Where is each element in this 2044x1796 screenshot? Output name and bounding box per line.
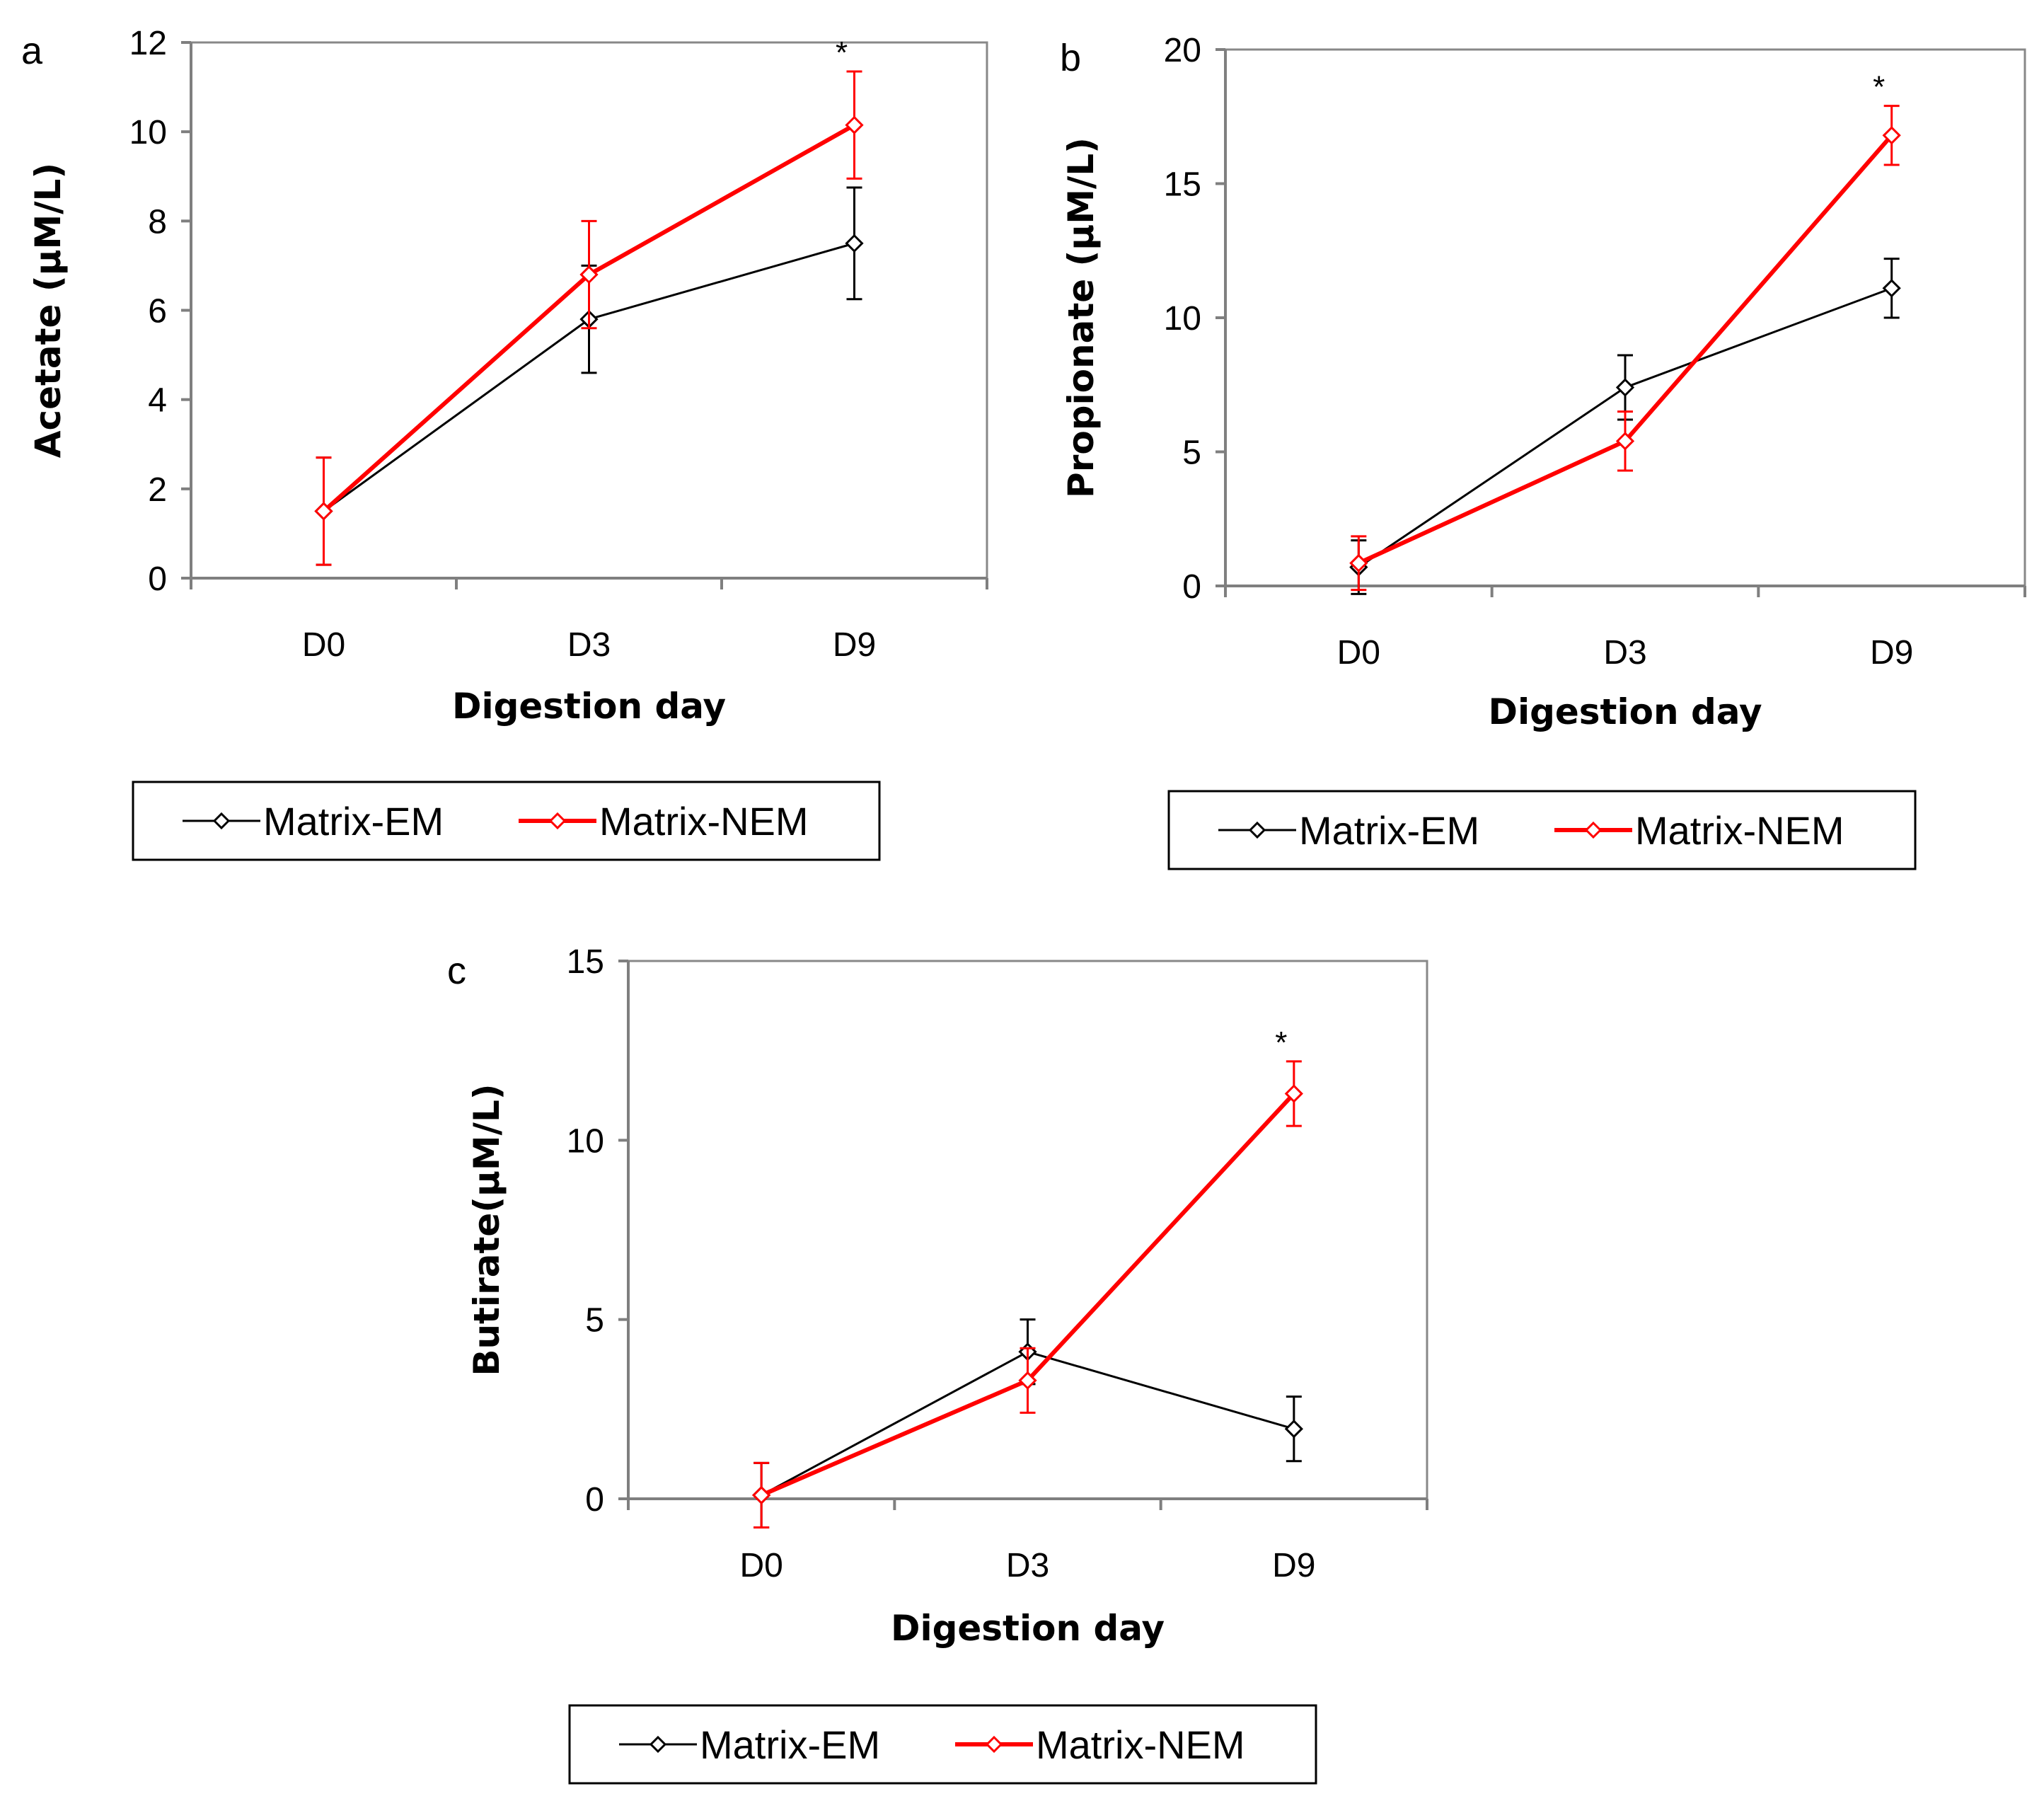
y-tick-label: 5 [585, 1302, 604, 1340]
legend: Matrix-EM Matrix-NEM [132, 781, 881, 861]
x-tick-label: D0 [739, 1547, 783, 1584]
legend-marker [985, 1735, 1003, 1754]
data-point-marker [1615, 432, 1635, 451]
x-tick-label: D9 [1870, 634, 1913, 672]
y-tick-label: 20 [1164, 32, 1201, 69]
x-tick-label: D9 [833, 626, 876, 664]
chart-panel-b: 0 5 10 15 20 D0 D3 D9 Digestion day Propionate (µ… [1060, 32, 2026, 870]
series-line [760, 1092, 1296, 1497]
legend-marker [212, 812, 231, 830]
significance-star: * [1873, 70, 1885, 105]
chart-panel-a: 0 2 4 6 8 10 12 D0 D3 D9 Digestion day Acetate (µM/… [21, 25, 988, 861]
data-point-marker [1882, 279, 1901, 298]
legend-label: Matrix-EM [263, 799, 444, 844]
y-tick-label: 6 [148, 293, 167, 330]
significance-star: * [836, 35, 848, 70]
y-tick-label: 8 [148, 203, 167, 241]
significance-star: * [1275, 1025, 1287, 1060]
panel-letter: c [447, 950, 466, 992]
data-point-marker [1615, 378, 1635, 397]
series-matrix-nem [752, 1060, 1303, 1529]
y-tick-label: 2 [148, 471, 167, 509]
series-matrix-nem [314, 70, 864, 566]
data-point-marker [1882, 126, 1901, 145]
y-tick-label: 0 [585, 1481, 604, 1519]
y-tick-label: 10 [1164, 300, 1201, 338]
x-axis-title: Digestion day [891, 1608, 1165, 1649]
x-tick-label: D3 [567, 626, 611, 664]
series-matrix-nem [1349, 105, 1901, 592]
y-axis-title: Butirate(µM/L) [466, 1083, 507, 1376]
legend-label: Matrix-NEM [1635, 808, 1844, 853]
y-tick-label: 5 [1182, 434, 1201, 472]
legend: Matrix-EM Matrix-NEM [1167, 790, 1917, 870]
series-line [1358, 134, 1893, 565]
x-tick-label: D3 [1603, 634, 1646, 672]
data-point-marker [845, 234, 864, 253]
y-axis-title: Propionate (µM/L) [1061, 137, 1102, 498]
y-tick-label: 12 [129, 25, 167, 62]
data-point-marker [1284, 1420, 1303, 1439]
y-tick-label: 10 [567, 1122, 604, 1160]
y-axis-title: Acetate (µM/L) [28, 163, 69, 458]
data-point-marker [752, 1485, 771, 1505]
legend-label: Matrix-EM [1299, 808, 1479, 853]
y-tick-label: 15 [567, 943, 604, 981]
data-point-marker [1284, 1084, 1303, 1103]
legend-label: Matrix-NEM [599, 799, 809, 844]
y-tick-label: 0 [148, 560, 167, 598]
legend: Matrix-EM Matrix-NEM [568, 1704, 1317, 1785]
x-axis-title: Digestion day [1488, 691, 1762, 732]
legend-marker [1248, 821, 1266, 839]
plot-area-frame [1224, 48, 2026, 587]
data-point-marker [1018, 1371, 1037, 1390]
x-tick-label: D0 [1337, 634, 1380, 672]
y-tick-label: 4 [148, 382, 167, 420]
data-point-marker [314, 502, 333, 521]
data-point-marker [1349, 553, 1368, 572]
y-tick-label: 0 [1182, 568, 1201, 606]
x-tick-label: D3 [1006, 1547, 1049, 1584]
panel-letter: b [1060, 37, 1081, 79]
panel-letter: a [21, 30, 43, 72]
legend-marker [1584, 821, 1603, 839]
legend-marker [548, 812, 567, 830]
data-point-marker [579, 265, 599, 284]
legend-label: Matrix-EM [700, 1722, 880, 1767]
chart-panel-c: 0 5 10 15 D0 D3 D9 Digestion day Butirate(µM/L) c… [447, 943, 1428, 1785]
x-tick-label: D0 [302, 626, 345, 664]
legend-label: Matrix-NEM [1036, 1722, 1245, 1767]
data-point-marker [845, 115, 864, 134]
y-tick-label: 15 [1164, 166, 1201, 204]
y-tick-label: 10 [129, 114, 167, 151]
plot-area-frame [627, 960, 1428, 1500]
x-axis-title: Digestion day [452, 686, 726, 727]
x-tick-label: D9 [1272, 1547, 1315, 1584]
legend-marker [649, 1735, 667, 1754]
